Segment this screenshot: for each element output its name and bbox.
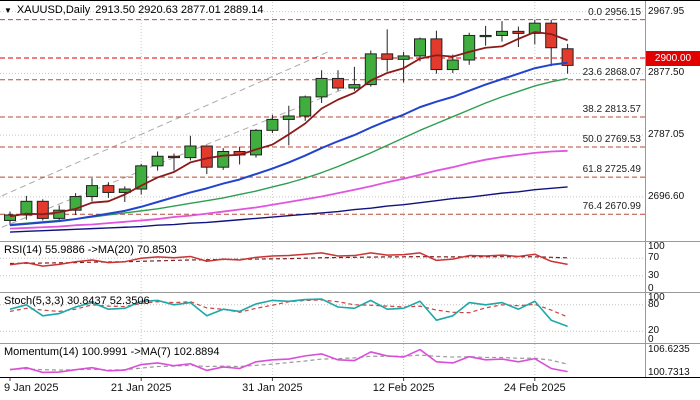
candle-body: [397, 55, 410, 60]
candle-body: [135, 165, 148, 190]
ma-darkred-line: [9, 31, 568, 218]
price-axis-label: 2967.95: [648, 5, 685, 17]
candle-body: [463, 34, 476, 61]
date-label: 12 Feb 2025: [372, 382, 435, 394]
fib-level-label: 61.8 2725.49: [582, 164, 641, 176]
candle-body: [250, 129, 262, 156]
candle-body: [184, 145, 197, 159]
candle-body: [381, 53, 394, 60]
candle-body: [299, 96, 312, 117]
symbol-timeframe-label: XAUUSD,Daily: [16, 4, 91, 16]
candle-body: [364, 53, 377, 86]
candle-body: [414, 38, 426, 57]
rsi-panel-title: RSI(14) 55.9886 ->MA(20) 70.8503: [4, 244, 177, 256]
price-axis-label: 2696.60: [648, 190, 685, 202]
ma-magenta-line: [9, 149, 568, 230]
fib-level-label: 23.6 2868.07: [582, 66, 641, 78]
candle-body: [282, 115, 295, 120]
price-axis-label: 2877.50: [648, 67, 685, 79]
candle-body: [479, 34, 492, 38]
momentum-main-line: [9, 348, 568, 374]
date-label: 31 Jan 2025: [242, 382, 303, 394]
candle-body: [332, 77, 344, 89]
candle-body: [53, 209, 66, 219]
candle-body: [266, 118, 279, 131]
price-axis-label: 2787.05: [648, 129, 685, 141]
date-label: 21 Jan 2025: [110, 382, 172, 394]
stochastic-panel-title: Stoch(5,3,3) 30.8437 52.3506: [4, 295, 150, 307]
candle-body: [315, 77, 328, 98]
candle-body: [528, 22, 541, 34]
stoch-axis-label: 0: [648, 334, 654, 345]
candle-body: [512, 30, 525, 34]
candle-body: [20, 200, 33, 216]
rsi-axis-label: 30: [648, 269, 660, 281]
stoch-main-line: [9, 298, 568, 328]
rsi-axis-label: 0: [648, 283, 654, 294]
ma-blue-line: [9, 61, 568, 227]
candle-body: [200, 145, 213, 168]
candle-body: [69, 196, 82, 211]
chart-header: ▼ XAUUSD,Daily 2913.50 2920.63 2877.01 2…: [4, 4, 264, 16]
date-label: 24 Feb 2025: [503, 382, 566, 394]
stoch-axis-label: 100: [648, 292, 665, 303]
date-label: 9 Jan 2025: [4, 382, 59, 394]
candle-body: [348, 84, 361, 89]
ma-navy-line: [9, 186, 568, 233]
momentum-axis-label: 100.7313: [648, 366, 690, 378]
rsi-axis-label: 70: [648, 252, 660, 264]
momentum-axis-label: 106.6235: [648, 344, 690, 355]
ma-green-line: [9, 77, 568, 226]
candle-body: [36, 200, 49, 219]
symbol-dropdown-icon[interactable]: ▼: [4, 5, 12, 15]
candle-body: [430, 38, 443, 71]
fib-level-label: 50.0 2769.53: [582, 134, 641, 146]
candle-body: [86, 185, 98, 198]
fib-level-label: 0.0 2956.15: [588, 6, 641, 18]
stoch-axis-label: 20: [648, 325, 660, 337]
candle-body: [496, 30, 508, 36]
candle-body: [4, 214, 16, 221]
candle-body: [168, 155, 180, 159]
fib-level-label: 38.2 2813.57: [582, 103, 641, 115]
current-price-badge: 2900.00: [646, 50, 700, 66]
fib-level-label: 76.4 2670.99: [582, 201, 641, 213]
ohlc-readout: 2913.50 2920.63 2877.01 2889.14: [95, 4, 264, 16]
momentum-panel-title: Momentum(14) 100.9991 ->MA(7) 102.8894: [4, 346, 220, 358]
candle-body: [561, 48, 574, 66]
stoch-axis-label: 80: [648, 298, 660, 310]
rsi-axis-label: 100: [648, 241, 665, 252]
candle-body: [446, 59, 459, 71]
candle-body: [217, 150, 230, 168]
candle-body: [151, 155, 164, 167]
rsi-main-line: [9, 252, 568, 267]
candle-body: [102, 185, 115, 193]
